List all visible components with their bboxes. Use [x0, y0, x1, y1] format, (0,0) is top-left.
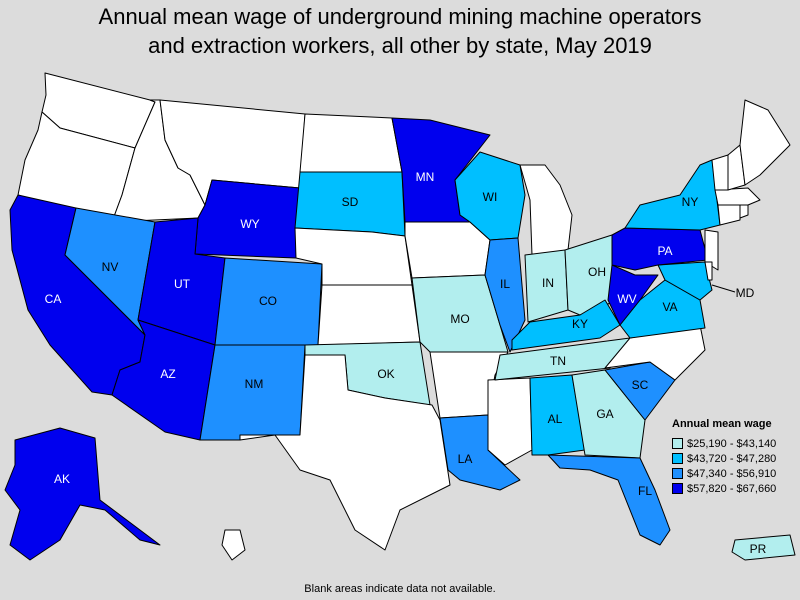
- state-ct[interactable]: [717, 204, 741, 226]
- state-ks[interactable]: [317, 284, 421, 346]
- label-in: IN: [542, 276, 554, 290]
- state-de[interactable]: [704, 261, 713, 281]
- state-me[interactable]: [739, 99, 791, 186]
- label-ok: OK: [377, 367, 394, 381]
- label-tn: TN: [550, 354, 566, 368]
- label-va: VA: [662, 300, 677, 314]
- map-legend: Annual mean wage $25,190 - $43,140 $43,7…: [672, 418, 798, 496]
- label-fl: FL: [638, 484, 652, 498]
- legend-label: $57,820 - $67,660: [687, 482, 777, 495]
- state-tn[interactable]: [494, 337, 631, 381]
- footnote: Blank areas indicate data not available.: [304, 583, 496, 595]
- label-ut: UT: [174, 277, 191, 291]
- label-ca: CA: [45, 292, 62, 306]
- state-nj[interactable]: [704, 229, 719, 271]
- state-vt[interactable]: [711, 154, 729, 191]
- legend-label: $47,340 - $56,910: [687, 467, 777, 480]
- title-line-1: Annual mean wage of underground mining m…: [98, 4, 702, 29]
- legend-label: $43,720 - $47,280: [687, 452, 777, 465]
- state-hi[interactable]: [221, 529, 246, 561]
- legend-title: Annual mean wage: [672, 418, 772, 430]
- legend-item: $57,820 - $67,660: [672, 481, 798, 496]
- state-ia[interactable]: [404, 221, 491, 279]
- map-title: Annual mean wage of underground mining m…: [0, 2, 800, 60]
- label-az: AZ: [160, 367, 175, 381]
- state-ny[interactable]: [624, 159, 721, 231]
- label-nv: NV: [102, 260, 119, 274]
- label-sd: SD: [342, 195, 359, 209]
- label-ky: KY: [572, 317, 588, 331]
- label-co: CO: [259, 294, 277, 308]
- label-al: AL: [548, 412, 563, 426]
- state-al[interactable]: [529, 374, 586, 456]
- state-ga[interactable]: [571, 369, 646, 459]
- legend-swatch: [672, 438, 683, 449]
- md-leader-line: [711, 284, 736, 293]
- label-mo: MO: [450, 312, 469, 326]
- label-pa: PA: [657, 244, 672, 258]
- legend-swatch: [672, 483, 683, 494]
- state-ri[interactable]: [739, 204, 749, 219]
- state-il[interactable]: [484, 237, 526, 353]
- label-il: IL: [500, 277, 510, 291]
- state-tx[interactable]: [239, 354, 451, 551]
- legend-swatch: [672, 468, 683, 479]
- state-nd[interactable]: [299, 113, 403, 173]
- label-wy: WY: [240, 217, 259, 231]
- state-ak[interactable]: [4, 427, 161, 561]
- state-md[interactable]: [657, 261, 713, 301]
- label-pr: PR: [750, 542, 767, 556]
- label-sc: SC: [632, 378, 649, 392]
- label-ak: AK: [54, 472, 70, 486]
- state-pr[interactable]: [731, 534, 796, 561]
- label-wv: WV: [617, 292, 636, 306]
- label-oh: OH: [588, 265, 606, 279]
- state-fl[interactable]: [547, 454, 671, 546]
- state-wv[interactable]: [607, 264, 659, 326]
- state-ma[interactable]: [714, 187, 761, 206]
- label-ga: GA: [596, 407, 613, 421]
- state-ms[interactable]: [487, 377, 533, 466]
- legend-label: $25,190 - $43,140: [687, 437, 777, 450]
- state-nm[interactable]: [199, 344, 306, 441]
- label-la: LA: [458, 452, 473, 466]
- label-ny: NY: [682, 195, 699, 209]
- legend-item: $47,340 - $56,910: [672, 466, 798, 481]
- legend-item: $25,190 - $43,140: [672, 436, 798, 451]
- label-nm: NM: [245, 377, 264, 391]
- legend-item: $43,720 - $47,280: [672, 451, 798, 466]
- label-md: MD: [736, 286, 755, 300]
- legend-swatch: [672, 453, 683, 464]
- label-wi: WI: [483, 190, 498, 204]
- label-mn: MN: [416, 170, 435, 184]
- state-label-layer: CA NV UT AZ WY CO NM SD MN WI IL MO OK T…: [45, 170, 767, 556]
- title-line-2: and extraction workers, all other by sta…: [148, 33, 652, 58]
- state-mi[interactable]: [519, 164, 573, 256]
- state-ky[interactable]: [511, 299, 621, 351]
